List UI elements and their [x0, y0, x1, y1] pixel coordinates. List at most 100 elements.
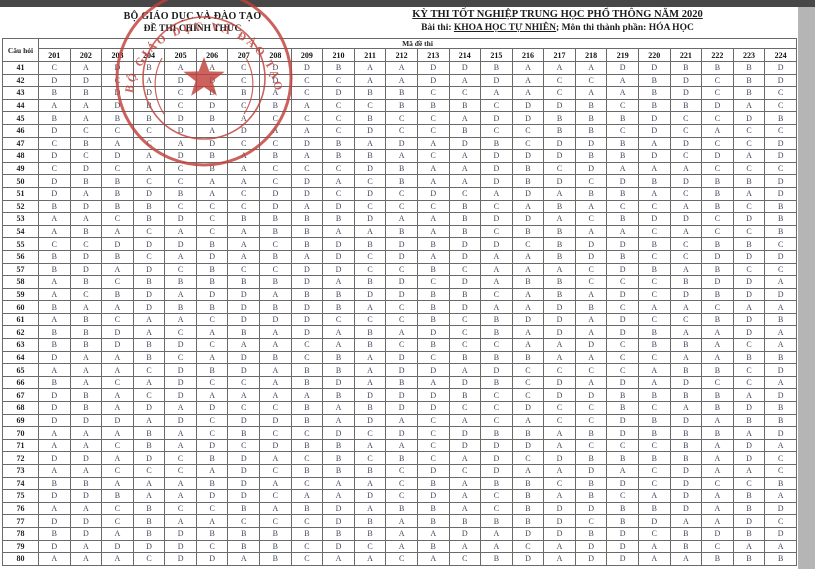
- answer-cell: A: [38, 426, 71, 440]
- answer-cell: A: [511, 413, 545, 428]
- answer-cell: D: [385, 249, 418, 264]
- answer-cell: A: [69, 300, 103, 314]
- question-number: 50: [2, 174, 39, 188]
- answer-cell: C: [385, 300, 418, 314]
- answer-cell: C: [480, 98, 513, 113]
- answer-cell: C: [606, 199, 639, 214]
- answer-cell: C: [353, 174, 387, 188]
- answer-cell: B: [259, 539, 292, 554]
- answer-cell: D: [227, 489, 261, 503]
- answer-cell: A: [385, 438, 418, 453]
- answer-cell: A: [480, 249, 513, 264]
- answer-cell: B: [511, 501, 545, 516]
- answer-cell: B: [322, 526, 355, 541]
- answer-cell: A: [385, 514, 418, 528]
- answer-cell: B: [669, 388, 703, 403]
- answer-cell: A: [101, 224, 134, 239]
- question-number: 68: [2, 401, 39, 415]
- answer-cell: D: [480, 212, 513, 226]
- answer-cell: C: [701, 212, 734, 226]
- table-row: 43 B B D D C D B A C D B B C C A A C A A B D C B C: [2, 86, 797, 100]
- answer-cell: B: [764, 401, 797, 415]
- answer-cell: B: [511, 275, 545, 289]
- answer-cell: B: [132, 111, 166, 125]
- answer-cell: A: [637, 136, 671, 151]
- answer-cell: A: [101, 363, 134, 377]
- answer-cell: A: [132, 489, 166, 503]
- answer-cell: B: [637, 325, 671, 340]
- answer-cell: A: [385, 539, 418, 554]
- answer-cell: B: [543, 287, 576, 302]
- answer-cell: B: [669, 338, 703, 352]
- answer-cell: A: [732, 426, 766, 440]
- answer-cell: A: [574, 224, 608, 239]
- question-number: 64: [2, 350, 39, 365]
- answer-cell: C: [132, 363, 166, 377]
- answer-cell: A: [480, 539, 513, 554]
- exam-code-header: 218: [574, 48, 608, 62]
- answer-cell: B: [195, 476, 229, 491]
- answer-cell: D: [164, 413, 197, 428]
- answer-cell: D: [195, 552, 229, 566]
- answer-cell: D: [69, 161, 103, 176]
- answer-cell: B: [353, 86, 387, 100]
- answer-cell: B: [322, 61, 355, 75]
- table-row: 80 A A A C D D A B C A A C A C B D A D D A A B B B: [2, 552, 797, 566]
- answer-cell: B: [132, 438, 166, 453]
- answer-cell: D: [259, 312, 292, 327]
- answer-cell: D: [195, 86, 229, 100]
- answer-cell: B: [101, 111, 134, 125]
- answer-cell: D: [669, 73, 703, 88]
- exam-label: Bài thi:: [421, 23, 454, 33]
- answer-cell: B: [637, 237, 671, 251]
- answer-cell: D: [448, 426, 482, 440]
- answer-cell: D: [38, 350, 71, 365]
- answer-cell: A: [132, 325, 166, 340]
- answer-cell: B: [606, 514, 639, 528]
- answer-cell: A: [543, 539, 576, 554]
- answer-cell: B: [132, 501, 166, 516]
- answer-cell: A: [669, 401, 703, 415]
- question-number: 56: [2, 249, 39, 264]
- answer-cell: D: [732, 249, 766, 264]
- answer-cell: B: [511, 350, 545, 365]
- answer-cell: C: [132, 136, 166, 151]
- question-number: 43: [2, 86, 39, 100]
- table-row: 67 D B A C D A A A A B D D D B C C D D B B B B A D: [2, 388, 797, 403]
- answer-cell: D: [511, 526, 545, 541]
- table-row: 61 A B C A A C D D D C C C B C B D D A D C C B D B: [2, 312, 797, 327]
- answer-cell: B: [480, 312, 513, 327]
- answer-cell: B: [290, 363, 324, 377]
- answer-cell: D: [290, 136, 324, 151]
- answer-cell: C: [543, 363, 576, 377]
- answer-cell: D: [669, 489, 703, 503]
- answer-cell: D: [448, 526, 482, 541]
- answer-cell: A: [574, 61, 608, 75]
- answer-cell: C: [543, 86, 576, 100]
- answer-cell: B: [764, 199, 797, 214]
- answer-cell: A: [290, 98, 324, 113]
- answer-cell: A: [101, 476, 134, 491]
- answer-cell: A: [227, 111, 261, 125]
- answer-cell: B: [290, 212, 324, 226]
- answer-cell: D: [416, 325, 450, 340]
- answer-cell: B: [195, 451, 229, 465]
- answer-cell: A: [195, 464, 229, 478]
- table-row: 65 A A A C D B D A B B A D D A D C C C C A B B C D: [2, 363, 797, 377]
- answer-cell: B: [322, 136, 355, 151]
- answer-cell: B: [732, 501, 766, 516]
- answer-cell: C: [385, 476, 418, 491]
- table-row: 47 C B A C A D C C D B A D A D B C D D B A D C C D: [2, 136, 797, 151]
- answer-cell: B: [574, 149, 608, 163]
- answer-cell: A: [448, 73, 482, 88]
- answer-cell: C: [101, 514, 134, 528]
- answer-cell: D: [606, 262, 639, 277]
- answer-cell: D: [38, 73, 71, 88]
- answer-cell: C: [69, 149, 103, 163]
- answer-cell: A: [164, 426, 197, 440]
- answer-cell: A: [764, 275, 797, 289]
- answer-cell: D: [480, 363, 513, 377]
- answer-cell: C: [480, 224, 513, 239]
- answer-cell: C: [606, 300, 639, 314]
- answer-cell: C: [732, 161, 766, 176]
